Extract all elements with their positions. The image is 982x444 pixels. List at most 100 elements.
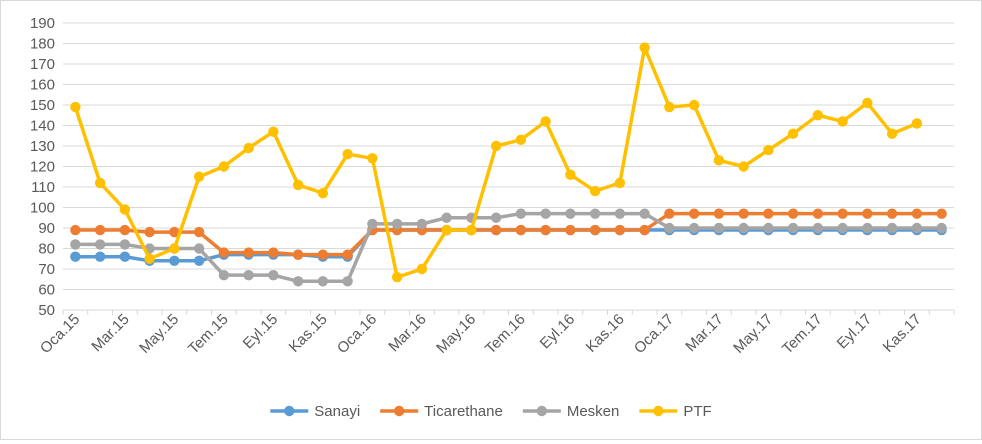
data-point-ptf [614, 177, 626, 189]
data-point-mesken [416, 218, 428, 230]
data-point-ptf [243, 142, 254, 154]
data-point-ticarethane [144, 226, 155, 238]
data-point-sanayi [70, 251, 81, 262]
data-point-ptf [466, 224, 477, 236]
legend-swatch-marker [653, 405, 664, 417]
data-point-ptf [317, 187, 329, 199]
y-axis: 50 60 70 80 90 100 110 120 130 140 150 160 170 180 190 [30, 15, 55, 319]
data-point-ticarethane [490, 224, 502, 236]
legend-swatch-marker [284, 405, 295, 417]
data-point-ptf [837, 116, 848, 127]
x-tick-label: Tem.15 [185, 311, 232, 358]
data-point-ptf [119, 204, 131, 215]
y-tick-label: 50 [38, 302, 55, 319]
data-point-ticarethane [886, 208, 898, 219]
data-point-ticarethane [639, 224, 650, 236]
data-point-mesken [738, 222, 749, 234]
data-point-ticarethane [664, 208, 675, 219]
y-tick-label: 130 [30, 138, 55, 155]
data-point-ptf [367, 153, 378, 164]
legend: Sanayi Ticarethane Mesken PTF [270, 403, 712, 420]
y-tick-label: 80 [38, 241, 55, 258]
data-point-ptf [416, 263, 428, 275]
data-point-ticarethane [589, 224, 601, 236]
data-point-ptf [862, 97, 873, 109]
data-point-ticarethane [787, 208, 799, 219]
data-point-ptf [169, 243, 180, 254]
data-point-ticarethane [614, 224, 626, 236]
data-point-mesken [292, 276, 304, 287]
data-point-mesken [862, 222, 873, 234]
data-point-mesken [94, 239, 106, 250]
data-point-ticarethane [317, 249, 329, 260]
series-lines [70, 42, 947, 287]
data-point-ptf [911, 118, 923, 129]
data-point-mesken [367, 218, 378, 230]
data-point-ptf [292, 179, 304, 191]
x-tick-label: Oca.17 [631, 311, 677, 357]
data-point-ptf [193, 171, 205, 182]
data-point-ptf [391, 272, 403, 283]
data-point-ptf [639, 42, 650, 53]
x-tick-label: Eyl.16 [537, 311, 579, 353]
data-point-ptf [218, 161, 230, 172]
y-tick-label: 70 [38, 261, 55, 278]
data-point-sanayi [119, 251, 131, 262]
series-line-mesken [75, 211, 942, 284]
legend-label: Sanayi [314, 403, 360, 420]
x-tick-label: May.15 [136, 311, 182, 357]
data-point-sanayi [94, 251, 106, 262]
data-point-ptf [490, 140, 502, 152]
data-point-ticarethane [763, 208, 774, 219]
data-point-mesken [763, 222, 774, 234]
x-tick-label: Tem.17 [779, 311, 826, 358]
x-tick-label: Eyl.15 [240, 311, 282, 353]
data-point-ticarethane [565, 224, 576, 236]
data-point-ptf [565, 169, 576, 180]
data-point-mesken [787, 222, 799, 234]
data-point-mesken [664, 222, 675, 234]
data-point-ticarethane [70, 224, 81, 236]
y-tick-label: 170 [30, 56, 55, 73]
legend-item-sanayi: Sanayi [270, 403, 360, 420]
x-tick-label: May.17 [730, 311, 776, 357]
legend-label: Ticarethane [424, 403, 503, 420]
data-point-mesken [193, 243, 205, 254]
data-point-ptf [144, 253, 155, 264]
data-point-ticarethane [936, 208, 947, 219]
data-point-mesken [614, 208, 626, 219]
data-point-ptf [664, 101, 675, 113]
y-tick-label: 180 [30, 36, 55, 53]
data-point-ptf [688, 99, 700, 111]
data-point-mesken [911, 222, 923, 234]
data-point-ticarethane [515, 224, 527, 236]
data-point-mesken [589, 208, 601, 219]
y-tick-label: 60 [38, 282, 55, 299]
data-point-mesken [317, 276, 329, 287]
data-point-ticarethane [342, 249, 353, 260]
data-point-ticarethane [94, 224, 106, 236]
data-point-ticarethane [713, 208, 725, 219]
data-point-ticarethane [218, 247, 230, 258]
data-point-ticarethane [169, 226, 180, 238]
series-mesken [70, 208, 947, 287]
data-point-ptf [787, 128, 799, 139]
data-point-ptf [515, 134, 527, 146]
legend-label: Mesken [567, 403, 620, 420]
y-tick-label: 120 [30, 159, 55, 176]
data-point-ptf [342, 149, 353, 160]
data-point-ptf [70, 101, 81, 113]
data-point-mesken [218, 269, 230, 281]
data-point-ticarethane [193, 226, 205, 238]
x-tick-label: Kas.16 [583, 311, 628, 356]
data-point-ticarethane [292, 249, 304, 260]
legend-item-mesken: Mesken [522, 403, 620, 420]
data-point-ticarethane [268, 247, 279, 258]
data-point-ptf [738, 161, 749, 172]
data-point-ticarethane [688, 208, 700, 219]
data-point-sanayi [193, 255, 205, 266]
data-point-mesken [391, 218, 403, 230]
data-point-ticarethane [540, 224, 551, 236]
data-point-ticarethane [119, 224, 131, 236]
